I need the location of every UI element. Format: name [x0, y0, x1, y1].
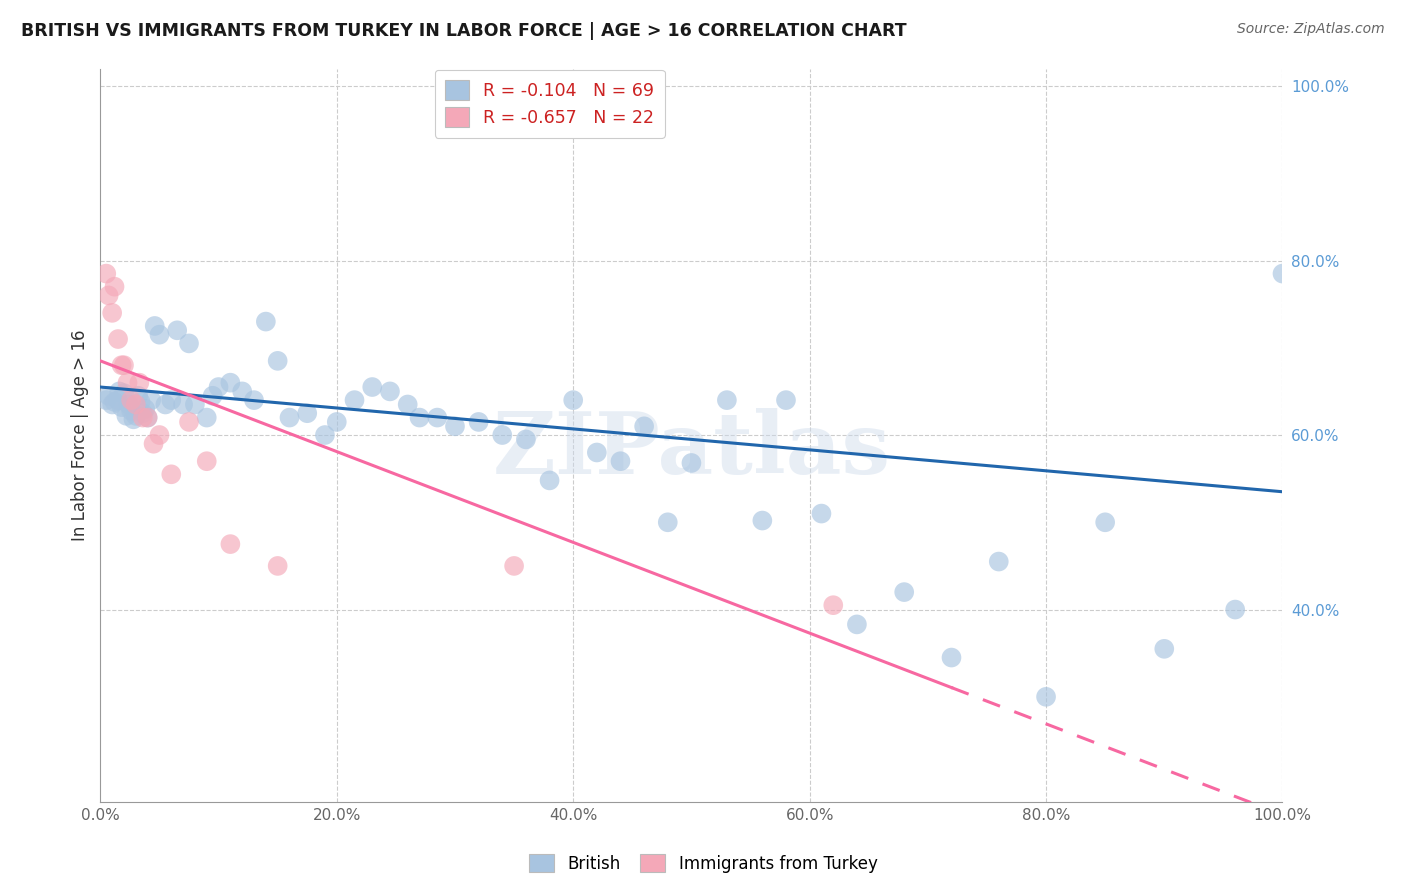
Point — [172, 397, 194, 411]
Point — [122, 412, 145, 426]
Point — [657, 516, 679, 530]
Point — [132, 410, 155, 425]
Y-axis label: In Labor Force | Age > 16: In Labor Force | Age > 16 — [72, 329, 89, 541]
Point — [538, 474, 561, 488]
Point — [219, 376, 242, 390]
Point — [201, 389, 224, 403]
Point — [101, 397, 124, 411]
Point — [177, 336, 200, 351]
Point — [115, 409, 138, 423]
Point — [326, 415, 349, 429]
Point — [231, 384, 253, 399]
Point — [845, 617, 868, 632]
Point — [195, 410, 218, 425]
Point — [467, 415, 489, 429]
Point — [136, 410, 159, 425]
Point — [101, 306, 124, 320]
Point — [343, 393, 366, 408]
Point — [112, 386, 135, 401]
Text: Source: ZipAtlas.com: Source: ZipAtlas.com — [1237, 22, 1385, 37]
Point — [127, 389, 149, 403]
Point — [254, 315, 277, 329]
Point — [751, 514, 773, 528]
Point — [586, 445, 609, 459]
Point — [166, 323, 188, 337]
Point — [128, 376, 150, 390]
Point — [207, 380, 229, 394]
Point — [97, 288, 120, 302]
Point — [396, 397, 419, 411]
Point — [107, 393, 129, 408]
Point — [111, 400, 134, 414]
Point — [136, 410, 159, 425]
Point — [132, 406, 155, 420]
Point — [103, 279, 125, 293]
Point — [987, 555, 1010, 569]
Point — [515, 433, 537, 447]
Point — [184, 397, 207, 411]
Point — [633, 419, 655, 434]
Point — [266, 354, 288, 368]
Point — [117, 376, 139, 390]
Point — [444, 419, 467, 434]
Point — [120, 393, 142, 408]
Point — [129, 395, 152, 409]
Point — [177, 415, 200, 429]
Point — [160, 467, 183, 482]
Point — [141, 393, 163, 408]
Point — [96, 393, 118, 408]
Point — [96, 267, 118, 281]
Legend: British, Immigrants from Turkey: British, Immigrants from Turkey — [522, 847, 884, 880]
Point — [297, 406, 319, 420]
Point — [1225, 602, 1247, 616]
Point — [266, 558, 288, 573]
Point — [1035, 690, 1057, 704]
Point — [314, 428, 336, 442]
Point — [195, 454, 218, 468]
Point — [111, 358, 134, 372]
Point — [120, 403, 142, 417]
Point — [107, 332, 129, 346]
Point — [219, 537, 242, 551]
Point — [823, 598, 845, 612]
Point — [941, 650, 963, 665]
Point — [426, 410, 449, 425]
Point — [408, 410, 430, 425]
Legend: R = -0.104   N = 69, R = -0.657   N = 22: R = -0.104 N = 69, R = -0.657 N = 22 — [434, 70, 665, 137]
Point — [134, 401, 156, 416]
Point — [125, 409, 148, 423]
Text: ZIPatlas: ZIPatlas — [492, 408, 890, 491]
Point — [97, 389, 120, 403]
Point — [118, 397, 141, 411]
Point — [142, 436, 165, 450]
Point — [148, 428, 170, 442]
Point — [125, 397, 148, 411]
Point — [143, 318, 166, 333]
Point — [893, 585, 915, 599]
Point — [155, 397, 177, 411]
Point — [1153, 641, 1175, 656]
Point — [112, 358, 135, 372]
Point — [775, 393, 797, 408]
Point — [716, 393, 738, 408]
Point — [103, 395, 125, 409]
Point — [243, 393, 266, 408]
Point — [1271, 267, 1294, 281]
Point — [160, 393, 183, 408]
Point — [108, 384, 131, 399]
Point — [491, 428, 513, 442]
Point — [609, 454, 631, 468]
Point — [148, 327, 170, 342]
Point — [1094, 516, 1116, 530]
Point — [810, 507, 832, 521]
Text: BRITISH VS IMMIGRANTS FROM TURKEY IN LABOR FORCE | AGE > 16 CORRELATION CHART: BRITISH VS IMMIGRANTS FROM TURKEY IN LAB… — [21, 22, 907, 40]
Point — [681, 456, 703, 470]
Point — [378, 384, 401, 399]
Point — [562, 393, 585, 408]
Point — [278, 410, 301, 425]
Point — [361, 380, 384, 394]
Point — [503, 558, 526, 573]
